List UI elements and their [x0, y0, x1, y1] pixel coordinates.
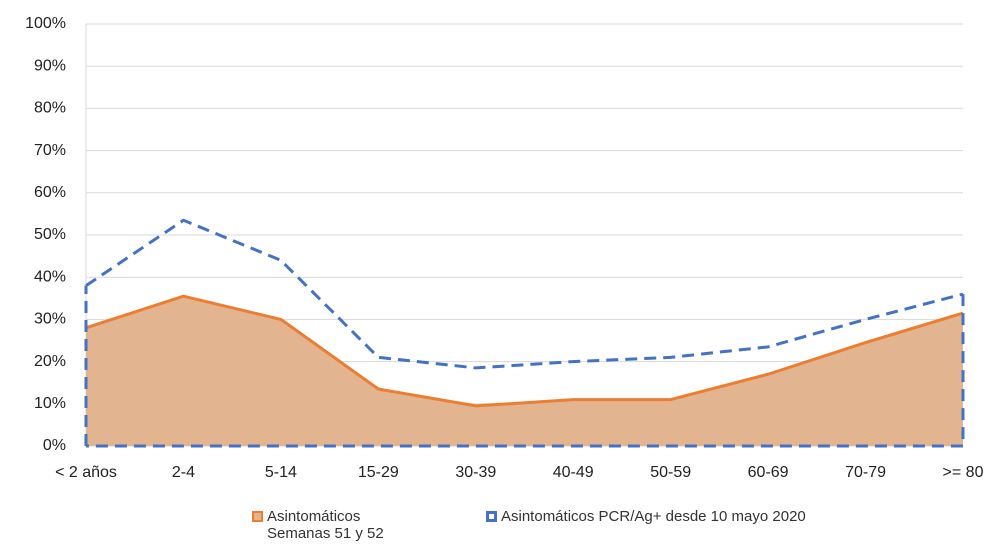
y-tick-label: 10% — [34, 395, 66, 412]
y-tick-label: 40% — [34, 268, 66, 285]
x-tick-label: 30-39 — [455, 464, 496, 481]
x-tick-label: 70-79 — [845, 464, 886, 481]
legend-swatch — [252, 511, 263, 522]
y-tick-label: 90% — [34, 57, 66, 74]
x-tick-label: 15-29 — [358, 464, 399, 481]
legend-label: Asintomáticos PCR/Ag+ desde 10 mayo 2020 — [501, 508, 806, 525]
y-tick-label: 80% — [34, 100, 66, 117]
y-tick-label: 70% — [34, 142, 66, 159]
series-line — [85, 218, 964, 370]
x-tick-label: 60-69 — [748, 464, 789, 481]
x-tick-label: < 2 años — [55, 464, 117, 481]
series-line — [85, 294, 964, 408]
legend-item: Asintomáticos PCR/Ag+ desde 10 mayo 2020 — [486, 508, 806, 525]
y-tick-label: 100% — [25, 15, 66, 32]
x-tick-label: 5-14 — [265, 464, 297, 481]
legend-swatch — [486, 511, 497, 522]
x-tick-label: 2-4 — [172, 464, 195, 481]
legend-label: Asintomáticos Semanas 51 y 52 — [267, 508, 384, 542]
area-fill — [86, 296, 963, 446]
chart: 0% 10% 20% 30% 40% 50% 60% 70% 80% 90% 100% < 2 año… — [25, 15, 984, 481]
x-tick-label: 40-49 — [553, 464, 594, 481]
area-outline — [84, 285, 965, 448]
y-tick-label: 50% — [34, 226, 66, 243]
y-tick-label: 60% — [34, 184, 66, 201]
legend-item: Asintomáticos Semanas 51 y 52 — [252, 508, 417, 542]
x-tick-label: >= 80 — [943, 464, 984, 481]
y-tick-label: 30% — [34, 311, 66, 328]
y-tick-label: 20% — [34, 353, 66, 370]
y-tick-label: 0% — [43, 437, 66, 454]
x-tick-label: 50-59 — [650, 464, 691, 481]
